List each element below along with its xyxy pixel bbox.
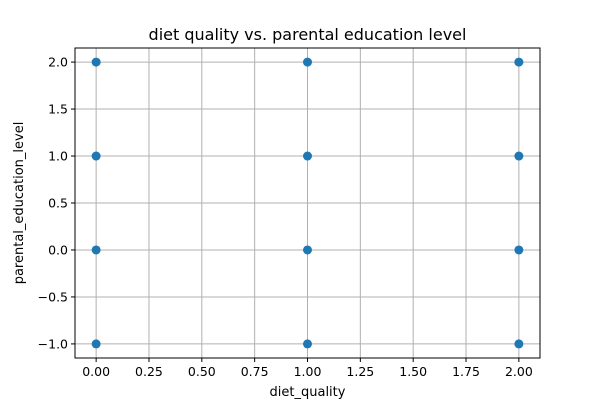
scatter-point — [303, 245, 312, 255]
scatter-point — [91, 339, 101, 349]
data-points — [91, 57, 524, 349]
scatter-point — [514, 245, 524, 255]
y-tick-label: −0.5 — [38, 289, 68, 304]
y-tick-label: 0.0 — [48, 242, 68, 257]
x-tick-label: 0.50 — [188, 364, 216, 379]
x-tick-label: 1.75 — [452, 364, 480, 379]
x-tick-label: 0.00 — [82, 364, 110, 379]
chart-title: diet quality vs. parental education leve… — [149, 25, 467, 44]
scatter-point — [91, 151, 101, 161]
y-tick-label: 0.5 — [48, 196, 68, 211]
scatter-point — [303, 339, 312, 349]
scatter-point — [91, 245, 101, 255]
x-tick-label: 0.25 — [135, 364, 163, 379]
scatter-point — [514, 339, 524, 349]
scatter-point — [91, 57, 101, 67]
x-tick-label: 1.25 — [346, 364, 374, 379]
scatter-point — [303, 57, 312, 67]
y-tick-label: 1.5 — [48, 102, 68, 117]
y-tick-label: −1.0 — [38, 336, 68, 351]
scatter-point — [303, 151, 312, 161]
x-tick-label: 1.00 — [294, 364, 322, 379]
x-tick-label: 1.50 — [399, 364, 427, 379]
x-tick-label: 0.75 — [241, 364, 269, 379]
y-axis-label: parental_education_level — [12, 122, 27, 285]
axis-ticks: 0.00 0.25 0.50 0.75 1.00 1.25 1.50 1.75 2.00 −1.0… — [38, 55, 533, 379]
scatter-point — [514, 151, 524, 161]
scatter-point — [514, 57, 524, 67]
x-tick-label: 2.00 — [505, 364, 533, 379]
x-axis-label: diet_quality — [270, 385, 346, 400]
y-tick-label: 1.0 — [48, 149, 68, 164]
y-tick-label: 2.0 — [48, 55, 68, 70]
